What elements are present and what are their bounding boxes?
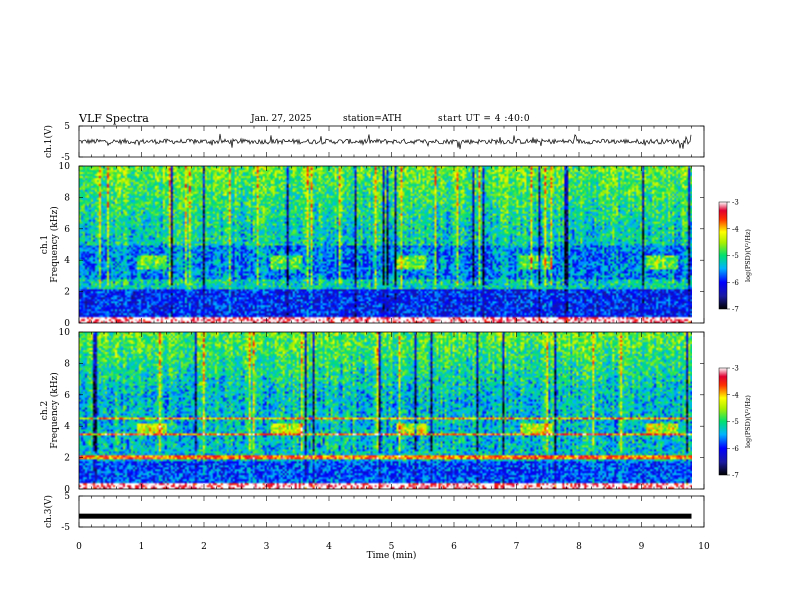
x-tick-label: 2 — [201, 542, 207, 552]
y-axis-label-line: ch.1 — [40, 235, 50, 254]
y-tick-label: -5 — [61, 523, 70, 533]
y-axis-label-line: Frequency (kHz) — [49, 206, 60, 283]
x-tick-label: 8 — [576, 542, 582, 552]
x-tick-label: 3 — [264, 542, 270, 552]
station-label: station=ATH — [343, 114, 402, 124]
y-tick-label: 0 — [64, 485, 70, 495]
colorbar-tick-label: -6 — [732, 445, 739, 453]
y-tick-label: 6 — [64, 391, 70, 401]
colorbar-label-ch2: log(PSD)(V²/Hz) — [744, 395, 752, 448]
y-tick-label: 10 — [59, 328, 71, 338]
x-tick-label: 0 — [76, 542, 82, 552]
y-tick-label: 0 — [64, 319, 70, 329]
y-tick-label: 8 — [64, 359, 70, 369]
colorbar-label-ch1: log(PSD)(V²/Hz) — [744, 229, 752, 282]
y-axis-label-line: ch.1(V) — [43, 125, 54, 158]
y-tick-label: 6 — [64, 225, 70, 235]
colorbar-ch2 — [718, 367, 728, 476]
colorbar-tick-label: -7 — [732, 472, 739, 480]
colorbar-tick-label: -3 — [732, 365, 739, 373]
y-tick-label: 5 — [64, 492, 70, 502]
y-axis-label-4: ch.3(V) — [43, 495, 54, 528]
y-tick-label: -5 — [61, 153, 70, 163]
x-tick-label: 5 — [389, 542, 395, 552]
y-axis-label-2: ch.1 Frequency (kHz) — [40, 206, 60, 283]
colorbar-tick-label: -7 — [732, 306, 739, 314]
x-tick-label: 6 — [451, 542, 457, 552]
x-tick-label: 10 — [698, 542, 710, 552]
ch3-waveform-trace — [79, 513, 692, 519]
colorbar-label: log(PSD)(V²/Hz) — [744, 395, 752, 448]
y-tick-label: 4 — [64, 422, 70, 432]
colorbar-tick-label: -3 — [732, 199, 739, 207]
x-tick-label: 7 — [514, 542, 520, 552]
y-tick-label: 10 — [59, 162, 71, 172]
colorbar-tick-label: -4 — [732, 391, 739, 399]
y-axis-label-line: ch.3(V) — [43, 495, 54, 528]
colorbar-tick-label: -4 — [732, 225, 739, 233]
y-axis-label-3: ch.2 Frequency (kHz) — [40, 372, 60, 449]
x-axis-label: Time (min) — [367, 550, 417, 561]
y-tick-label: 8 — [64, 193, 70, 203]
chart-title: VLF Spectra — [79, 112, 149, 125]
y-axis-label-line: Frequency (kHz) — [49, 372, 60, 449]
ch2-spectrogram-image — [79, 332, 692, 489]
x-tick-label: 1 — [139, 542, 145, 552]
start-time-label: start UT = 4 :40:0 — [438, 114, 531, 124]
colorbar-tick-label: -5 — [732, 418, 739, 426]
x-tick-label: 4 — [326, 542, 332, 552]
colorbar-ch1 — [718, 201, 728, 310]
y-tick-label: 2 — [64, 454, 70, 464]
y-axis-label-1: ch.1(V) — [43, 125, 54, 158]
colorbar-tick-label: -5 — [732, 252, 739, 260]
date-label: Jan. 27, 2025 — [251, 114, 312, 124]
y-tick-label: 2 — [64, 288, 70, 298]
colorbar-label: log(PSD)(V²/Hz) — [744, 229, 752, 282]
y-axis-label-line: ch.2 — [40, 401, 50, 420]
y-tick-label: 5 — [64, 122, 70, 132]
colorbar-tick-label: -6 — [732, 279, 739, 287]
y-tick-label: 4 — [64, 256, 70, 266]
ch1-spectrogram-image — [79, 166, 692, 323]
ch1-waveform-trace — [78, 133, 692, 150]
x-tick-label: 9 — [639, 542, 645, 552]
